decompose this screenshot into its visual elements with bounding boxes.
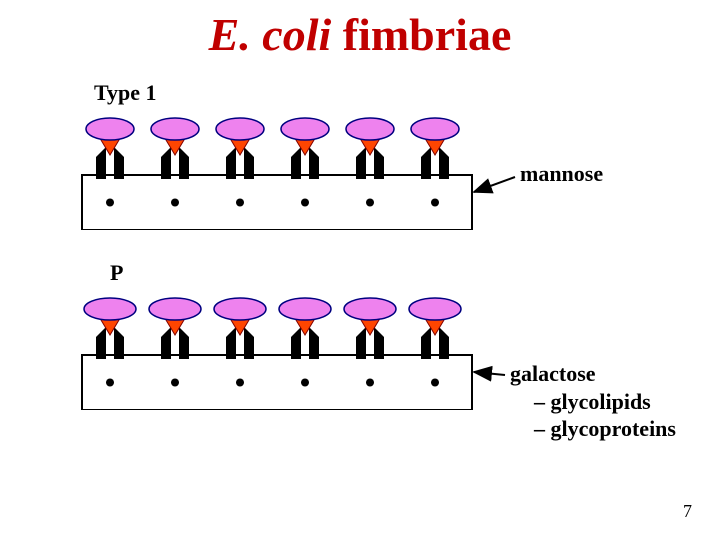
title-italic: E. coli (209, 9, 332, 60)
annotation-line: – glycoproteins (510, 416, 676, 441)
annotation-line: mannose (520, 161, 603, 186)
annotation-line: – glycolipids (510, 389, 651, 414)
diagram-type1 (70, 100, 570, 230)
diagram-p (70, 280, 570, 410)
annotation-mannose: mannose (520, 160, 603, 188)
title-bold: fimbriae (331, 9, 511, 60)
page-title: E. coli fimbriae (0, 8, 720, 61)
page-number: 7 (683, 501, 692, 522)
annotation-line: galactose (510, 361, 596, 386)
annotation-galactose: galactose – glycolipids – glycoproteins (510, 360, 676, 443)
